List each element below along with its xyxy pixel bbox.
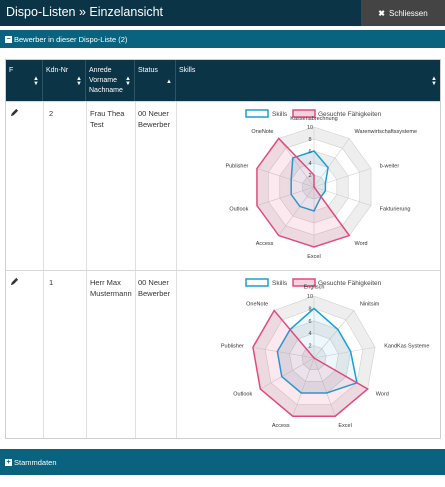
grid-spoke <box>313 357 336 417</box>
axis-label: Ninitsim <box>360 301 380 307</box>
axis-label: Publisher <box>221 344 244 350</box>
tick-label: 4 <box>308 331 311 337</box>
kdn-cell: 1 <box>49 278 54 287</box>
bewerber-table: F ▲ ▼ Kdn-Nr ▲ ▼ Anrede Vorname Nachname ▲… <box>5 59 441 439</box>
legend-label-gesucht: Gesuchte Fähigkeiten <box>318 111 382 118</box>
page-title: Dispo-Listen » Einzelansicht <box>6 5 164 19</box>
section-bewerber-header[interactable]: − Bewerber in dieser Dispo-Liste (2) <box>0 30 445 48</box>
axis-label: KandKas Systeme <box>384 344 429 350</box>
column-divider <box>86 101 87 438</box>
legend-label-skills: Skills <box>272 111 288 118</box>
legend-label-gesucht: Gesuchte Fähigkeiten <box>318 280 382 287</box>
sort-asc-icon: ▲ <box>166 79 172 85</box>
axis-label: Publisher <box>225 164 248 170</box>
sort-icon: ▲ ▼ <box>125 76 131 87</box>
tick-label: 8 <box>308 306 311 312</box>
axis-label: Outlook <box>229 206 248 212</box>
grid-spoke <box>256 186 315 206</box>
grid-spoke <box>313 186 372 206</box>
grid-spoke <box>278 186 315 236</box>
column-header-f[interactable]: F ▲ ▼ <box>6 60 43 101</box>
tick-label: 2 <box>308 344 311 350</box>
axis-label: Fakturierung <box>380 206 411 212</box>
legend-swatch-skills <box>245 109 269 118</box>
name-cell: Frau Thea Test <box>90 109 125 129</box>
axis-label: Access <box>272 423 290 429</box>
table-row: 1 Herr Max Mustermann 00 Neuer Bewerber … <box>6 270 440 439</box>
grid-spoke <box>256 168 315 188</box>
column-anrede-label: Anrede <box>89 67 112 74</box>
tick-label: 10 <box>307 294 313 300</box>
grid-spoke <box>292 357 315 417</box>
section-stammdaten-label: Stammdaten <box>14 457 57 467</box>
legend-swatch-gesucht <box>292 109 316 118</box>
column-header-skills[interactable]: Skills ▲ ▼ <box>176 60 440 101</box>
skills-radar-chart: Skills Gesuchte Fähigkeiten 10 8 6 4 2 Kassenab… <box>225 109 417 260</box>
column-nachname-label: Nachname <box>89 87 123 94</box>
grid-spoke <box>260 357 315 390</box>
column-divider <box>43 101 44 438</box>
axis-label: OneNote <box>246 301 268 307</box>
column-header-kdn[interactable]: Kdn-Nr ▲ ▼ <box>43 60 86 101</box>
column-header-status[interactable]: Status ▲ <box>135 60 176 101</box>
status-cell: 00 Neuer Bewerber <box>138 278 171 298</box>
axis-label: b-weiter <box>380 164 400 170</box>
expand-icon: + <box>5 458 12 466</box>
table-row: 2 Frau Thea Test 00 Neuer Bewerber Skill… <box>6 101 440 271</box>
tick-label: 6 <box>308 149 311 155</box>
axis-label: Warenwirtschaftssysteme <box>355 129 417 135</box>
grid-spoke <box>313 310 355 359</box>
series-skills <box>290 150 329 212</box>
title-bar: Dispo-Listen » Einzelansicht ✖ Schliesse… <box>0 0 445 26</box>
section-stammdaten-header[interactable]: + Stammdaten <box>0 449 445 475</box>
kdn-cell: 2 <box>49 109 54 118</box>
column-skills-label: Skills <box>179 67 196 74</box>
column-header-name[interactable]: Anrede Vorname Nachname ▲ ▼ <box>86 60 135 101</box>
axis-label: Word <box>355 241 368 247</box>
edit-pencil-icon[interactable] <box>10 108 19 117</box>
table-header: F ▲ ▼ Kdn-Nr ▲ ▼ Anrede Vorname Nachname ▲… <box>6 60 440 101</box>
close-button-label: Schliessen <box>389 8 428 18</box>
column-vorname-label: Vorname <box>89 77 118 84</box>
tick-label: 6 <box>308 319 311 325</box>
tick-label: 2 <box>308 173 311 179</box>
edit-pencil-icon[interactable] <box>10 277 19 286</box>
name-cell: Herr Max Mustermann <box>90 278 132 298</box>
axis-label: Englisch <box>304 285 325 291</box>
close-button[interactable]: ✖ Schliessen <box>361 0 445 26</box>
axis-label: Kassenabrechnung <box>290 116 337 122</box>
column-status-label: Status <box>138 67 158 74</box>
sort-icon: ▲ ▼ <box>33 76 39 87</box>
tick-label: 8 <box>308 137 311 143</box>
grid-spoke <box>313 346 376 359</box>
grid-spoke <box>252 346 315 359</box>
skills-radar-chart: Skills Gesuchte Fähigkeiten 10 8 6 4 2 Englisch… <box>221 278 429 429</box>
grid-spoke <box>313 138 350 188</box>
grid-spoke <box>278 138 315 188</box>
sort-icon: ▲ ▼ <box>431 76 437 87</box>
legend-swatch-skills <box>245 278 269 287</box>
status-cell: 00 Neuer Bewerber <box>138 109 171 129</box>
axis-label: Excel <box>307 254 320 260</box>
close-icon: ✖ <box>378 8 385 18</box>
legend-swatch-gesucht <box>292 278 316 287</box>
series-gesucht <box>256 137 351 248</box>
collapse-icon: − <box>5 35 12 43</box>
column-kdn-label: Kdn-Nr <box>46 67 69 74</box>
series-gesucht <box>252 309 369 418</box>
column-divider <box>135 101 136 438</box>
legend-label-skills: Skills <box>272 280 288 287</box>
axis-label: OneNote <box>251 129 273 135</box>
tick-label: 10 <box>307 125 313 131</box>
axis-label: Excel <box>338 423 351 429</box>
grid-spoke <box>313 168 372 188</box>
column-f-label: F <box>9 67 14 74</box>
axis-label: Access <box>256 241 274 247</box>
tick-label: 4 <box>308 161 311 167</box>
sort-icon: ▲ ▼ <box>76 76 82 87</box>
axis-label: Outlook <box>233 392 252 398</box>
section-bewerber-label: Bewerber in dieser Dispo-Liste (2) <box>14 34 128 44</box>
column-divider <box>176 101 177 438</box>
axis-label: Word <box>376 392 389 398</box>
